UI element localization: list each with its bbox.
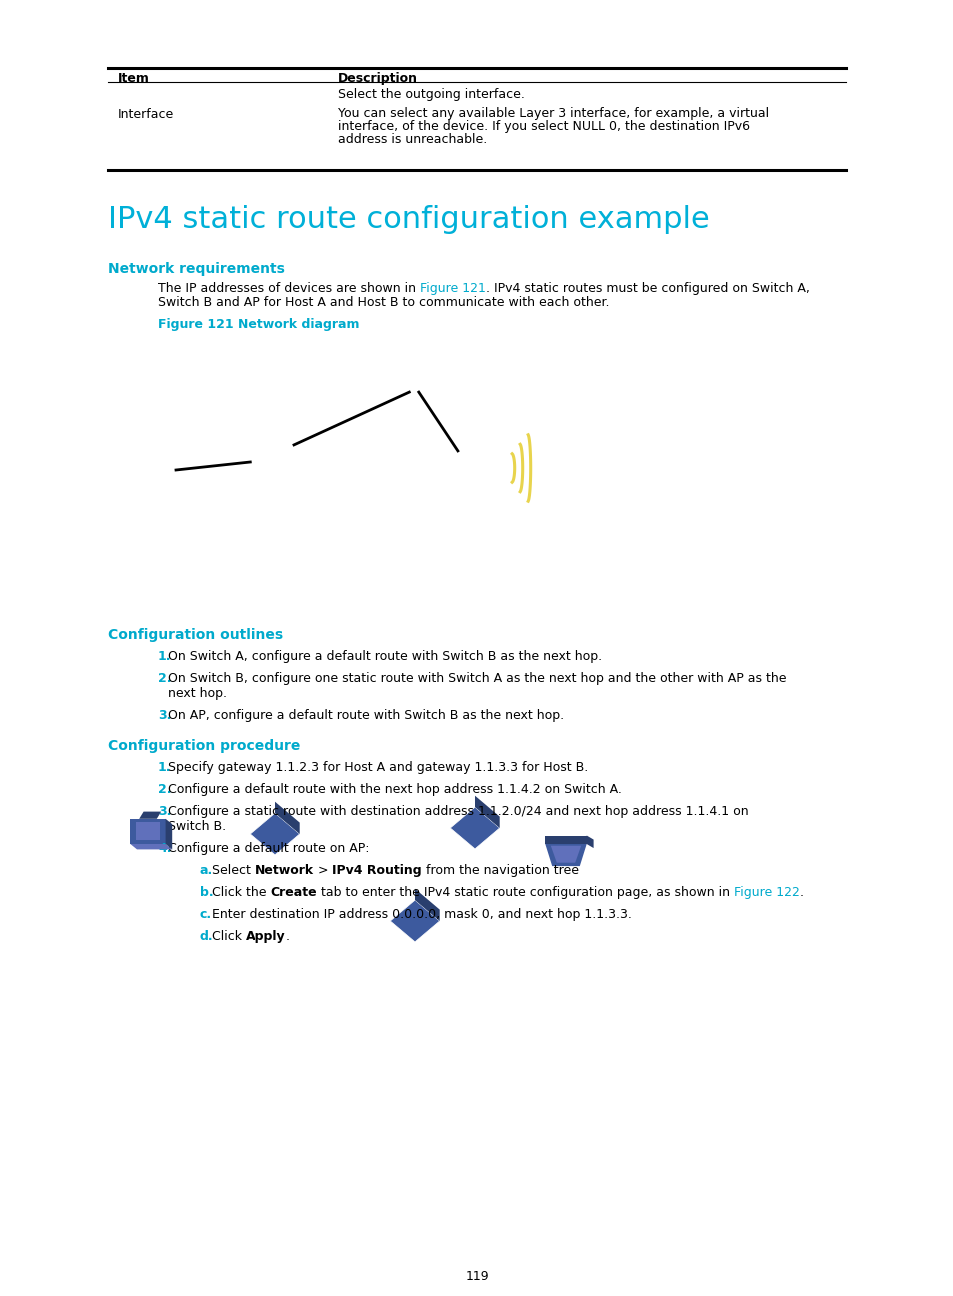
Text: Figure 122: Figure 122: [734, 886, 800, 899]
Text: Network: Network: [254, 864, 314, 877]
Text: 3.: 3.: [158, 805, 172, 818]
Text: interface, of the device. If you select NULL 0, the destination IPv6: interface, of the device. If you select …: [337, 121, 749, 133]
Text: . IPv4 static routes must be configured on Switch A,: . IPv4 static routes must be configured …: [485, 283, 809, 295]
Text: b.: b.: [200, 886, 213, 899]
Polygon shape: [131, 844, 172, 849]
Text: SWITCH: SWITCH: [404, 380, 425, 385]
Text: Network requirements: Network requirements: [108, 262, 285, 276]
Polygon shape: [545, 836, 586, 844]
Text: Select the outgoing interface.: Select the outgoing interface.: [337, 88, 524, 101]
Text: Configure a default route on AP:: Configure a default route on AP:: [168, 842, 369, 855]
Text: Figure 121 Network diagram: Figure 121 Network diagram: [158, 318, 359, 330]
Text: Click: Click: [212, 931, 246, 943]
Text: next hop.: next hop.: [168, 687, 227, 700]
Polygon shape: [131, 819, 166, 844]
Text: You can select any available Layer 3 interface, for example, a virtual: You can select any available Layer 3 int…: [337, 108, 768, 121]
Text: Configure a static route with destination address 1.1.2.0/24 and next hop addres: Configure a static route with destinatio…: [168, 805, 748, 818]
Text: Interface: Interface: [118, 108, 174, 121]
Text: 119: 119: [465, 1270, 488, 1283]
Text: Description: Description: [337, 73, 417, 86]
Text: Configure a default route with the next hop address 1.1.4.2 on Switch A.: Configure a default route with the next …: [168, 783, 621, 796]
Polygon shape: [475, 796, 499, 828]
Text: Create: Create: [271, 886, 316, 899]
Text: Switch B and AP for Host A and Host B to communicate with each other.: Switch B and AP for Host A and Host B to…: [158, 295, 609, 308]
Polygon shape: [274, 802, 299, 835]
Text: Configuration outlines: Configuration outlines: [108, 629, 283, 642]
Text: 4.: 4.: [158, 842, 172, 855]
Polygon shape: [250, 813, 299, 855]
Text: Click the: Click the: [212, 886, 271, 899]
Text: IPv4 static route configuration example: IPv4 static route configuration example: [108, 205, 709, 235]
Text: .: .: [800, 886, 803, 899]
Polygon shape: [586, 836, 593, 848]
Text: On AP, configure a default route with Switch B as the next hop.: On AP, configure a default route with Sw…: [168, 709, 563, 722]
Polygon shape: [139, 811, 161, 819]
Text: The IP addresses of devices are shown in: The IP addresses of devices are shown in: [158, 283, 419, 295]
Text: Select: Select: [212, 864, 254, 877]
Text: IPv4 Routing: IPv4 Routing: [333, 864, 421, 877]
Text: a.: a.: [200, 864, 213, 877]
Text: Specify gateway 1.1.2.3 for Host A and gateway 1.1.3.3 for Host B.: Specify gateway 1.1.2.3 for Host A and g…: [168, 761, 588, 774]
Text: SWITCH: SWITCH: [264, 467, 285, 472]
Text: 2.: 2.: [158, 673, 172, 686]
Polygon shape: [166, 819, 172, 849]
Text: Configuration procedure: Configuration procedure: [108, 739, 300, 753]
Text: Figure 121: Figure 121: [419, 283, 485, 295]
Text: On Switch B, configure one static route with Switch A as the next hop and the ot: On Switch B, configure one static route …: [168, 673, 785, 686]
Polygon shape: [550, 846, 580, 863]
Text: 1.: 1.: [158, 651, 172, 664]
Text: 3.: 3.: [158, 709, 172, 722]
Text: Enter destination IP address 0.0.0.0, mask 0, and next hop 1.1.3.3.: Enter destination IP address 0.0.0.0, ma…: [212, 908, 631, 921]
Text: On Switch A, configure a default route with Switch B as the next hop.: On Switch A, configure a default route w…: [168, 651, 601, 664]
Text: >: >: [314, 864, 333, 877]
Polygon shape: [545, 844, 586, 866]
Text: 1.: 1.: [158, 761, 172, 774]
Text: Item: Item: [118, 73, 150, 86]
Text: 2.: 2.: [158, 783, 172, 796]
Text: tab to enter the IPv4 static route configuration page, as shown in: tab to enter the IPv4 static route confi…: [316, 886, 734, 899]
Polygon shape: [415, 889, 439, 921]
Text: from the navigation tree: from the navigation tree: [421, 864, 578, 877]
Text: d.: d.: [200, 931, 213, 943]
Text: .: .: [285, 931, 290, 943]
Text: Switch B.: Switch B.: [168, 820, 226, 833]
Text: Apply: Apply: [246, 931, 285, 943]
Polygon shape: [136, 823, 160, 840]
Text: c.: c.: [200, 908, 212, 921]
Polygon shape: [450, 807, 499, 849]
Text: address is unreachable.: address is unreachable.: [337, 133, 487, 146]
Polygon shape: [390, 901, 439, 942]
